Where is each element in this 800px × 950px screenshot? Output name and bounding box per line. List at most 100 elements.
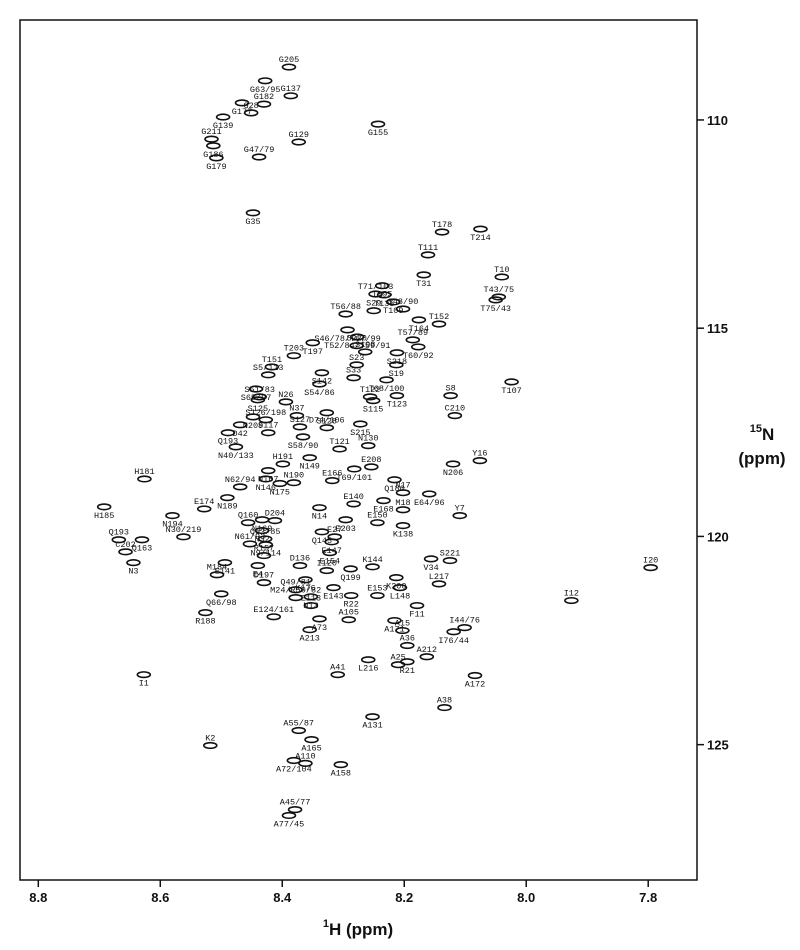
peak-label: S125 <box>248 404 268 414</box>
peak <box>343 565 358 573</box>
peak <box>357 348 373 356</box>
peak-label: S19 <box>389 369 404 379</box>
x-tick-label: 8.4 <box>273 890 292 905</box>
peak <box>250 561 266 570</box>
peak-label: S23 <box>349 353 364 363</box>
peak-label: S126/198 <box>245 408 286 418</box>
peak-label: T214 <box>470 233 490 243</box>
peak-label: A38 <box>437 696 452 706</box>
peak <box>365 397 381 405</box>
x-tick-label: 8.0 <box>517 890 535 905</box>
peak <box>370 591 385 600</box>
y-axis-sup: 15 <box>750 423 762 435</box>
peak-label: Q163 <box>132 544 152 554</box>
peak <box>258 475 274 483</box>
peak-label: N194 <box>162 520 182 530</box>
y-tick-label: 110 <box>707 113 728 128</box>
peak <box>389 392 405 400</box>
peak-label: E147 <box>321 546 341 556</box>
peak-label: I12 <box>564 589 579 599</box>
peak <box>360 442 376 450</box>
peak-label: S5/113 <box>253 363 284 373</box>
peak <box>243 109 259 117</box>
peak-label: T60/92 <box>403 351 434 361</box>
plot-frame <box>19 19 698 881</box>
peak-label: D74/106 <box>309 416 345 426</box>
peak <box>326 584 341 592</box>
peak <box>286 756 302 765</box>
peak <box>419 653 435 661</box>
peak <box>242 540 258 548</box>
peak-label: N149 <box>300 462 320 472</box>
peak <box>346 500 361 508</box>
peak-label: Q53/85 <box>250 527 281 537</box>
peak <box>96 503 112 511</box>
peak <box>267 516 283 525</box>
peak <box>341 616 357 624</box>
peak-label: T10 <box>494 265 509 275</box>
peak-label: K144 <box>362 555 382 565</box>
peak <box>389 361 404 369</box>
peak-label: E27 <box>327 525 342 535</box>
peak-label: N26 <box>278 390 293 400</box>
peak-label: S115 <box>363 405 383 415</box>
peak <box>228 443 244 451</box>
peak <box>292 561 308 570</box>
peak-label: K2 <box>205 733 215 743</box>
peak-label: C202 <box>115 540 135 550</box>
peak-label: G129 <box>289 130 309 140</box>
peak-label: T197 <box>303 347 323 357</box>
peak <box>118 548 133 556</box>
peak-label: N14 <box>312 512 327 522</box>
peak-label: N130 <box>358 434 378 444</box>
peak <box>395 489 411 497</box>
peak <box>494 273 510 281</box>
peak <box>365 713 380 721</box>
peak-label: S221 <box>440 549 460 559</box>
peak <box>319 566 335 575</box>
peak <box>281 811 297 820</box>
peak <box>314 528 330 536</box>
peak-label: E174 <box>194 497 214 507</box>
peak-label: G47/79 <box>244 145 275 155</box>
peak <box>220 429 236 437</box>
peak-label: N169 <box>252 524 272 534</box>
peak <box>295 433 311 441</box>
peak <box>289 412 305 420</box>
peak <box>364 463 379 471</box>
peak-label: E150 <box>367 511 387 521</box>
peak-label: E168 <box>373 505 393 515</box>
peak <box>338 516 353 524</box>
peak-label: S58/90 <box>288 441 319 451</box>
peak-label: A15 <box>395 619 410 629</box>
peak <box>260 371 276 379</box>
peak <box>564 596 579 605</box>
peak <box>257 77 273 85</box>
peak <box>457 624 472 632</box>
peak-label: T107 <box>501 386 521 396</box>
peak <box>319 409 335 417</box>
peak-label: Y16 <box>472 449 487 459</box>
peak-label: E64/96 <box>414 498 445 508</box>
peak <box>395 521 411 530</box>
peak <box>467 671 483 680</box>
peak <box>264 363 280 371</box>
peak-label: E124/161 <box>253 605 294 615</box>
peak <box>379 376 394 384</box>
peak-label: A25 <box>390 653 405 663</box>
peak <box>420 251 436 259</box>
peak <box>343 591 359 600</box>
peak-label: E154 <box>320 557 340 567</box>
y-axis-title: 15N <box>750 423 775 444</box>
peak-label: Q193 <box>218 437 238 447</box>
peak-label: K176 <box>295 584 315 594</box>
x-axis-text: H (ppm) <box>329 920 393 939</box>
peak-label: N13 <box>303 601 318 611</box>
peak-label: I76/44 <box>438 636 469 646</box>
peak <box>390 661 406 669</box>
peak <box>387 476 402 484</box>
peak <box>209 154 224 162</box>
peak <box>291 726 307 735</box>
peak <box>376 497 391 505</box>
peak-label: A105 <box>339 608 359 618</box>
